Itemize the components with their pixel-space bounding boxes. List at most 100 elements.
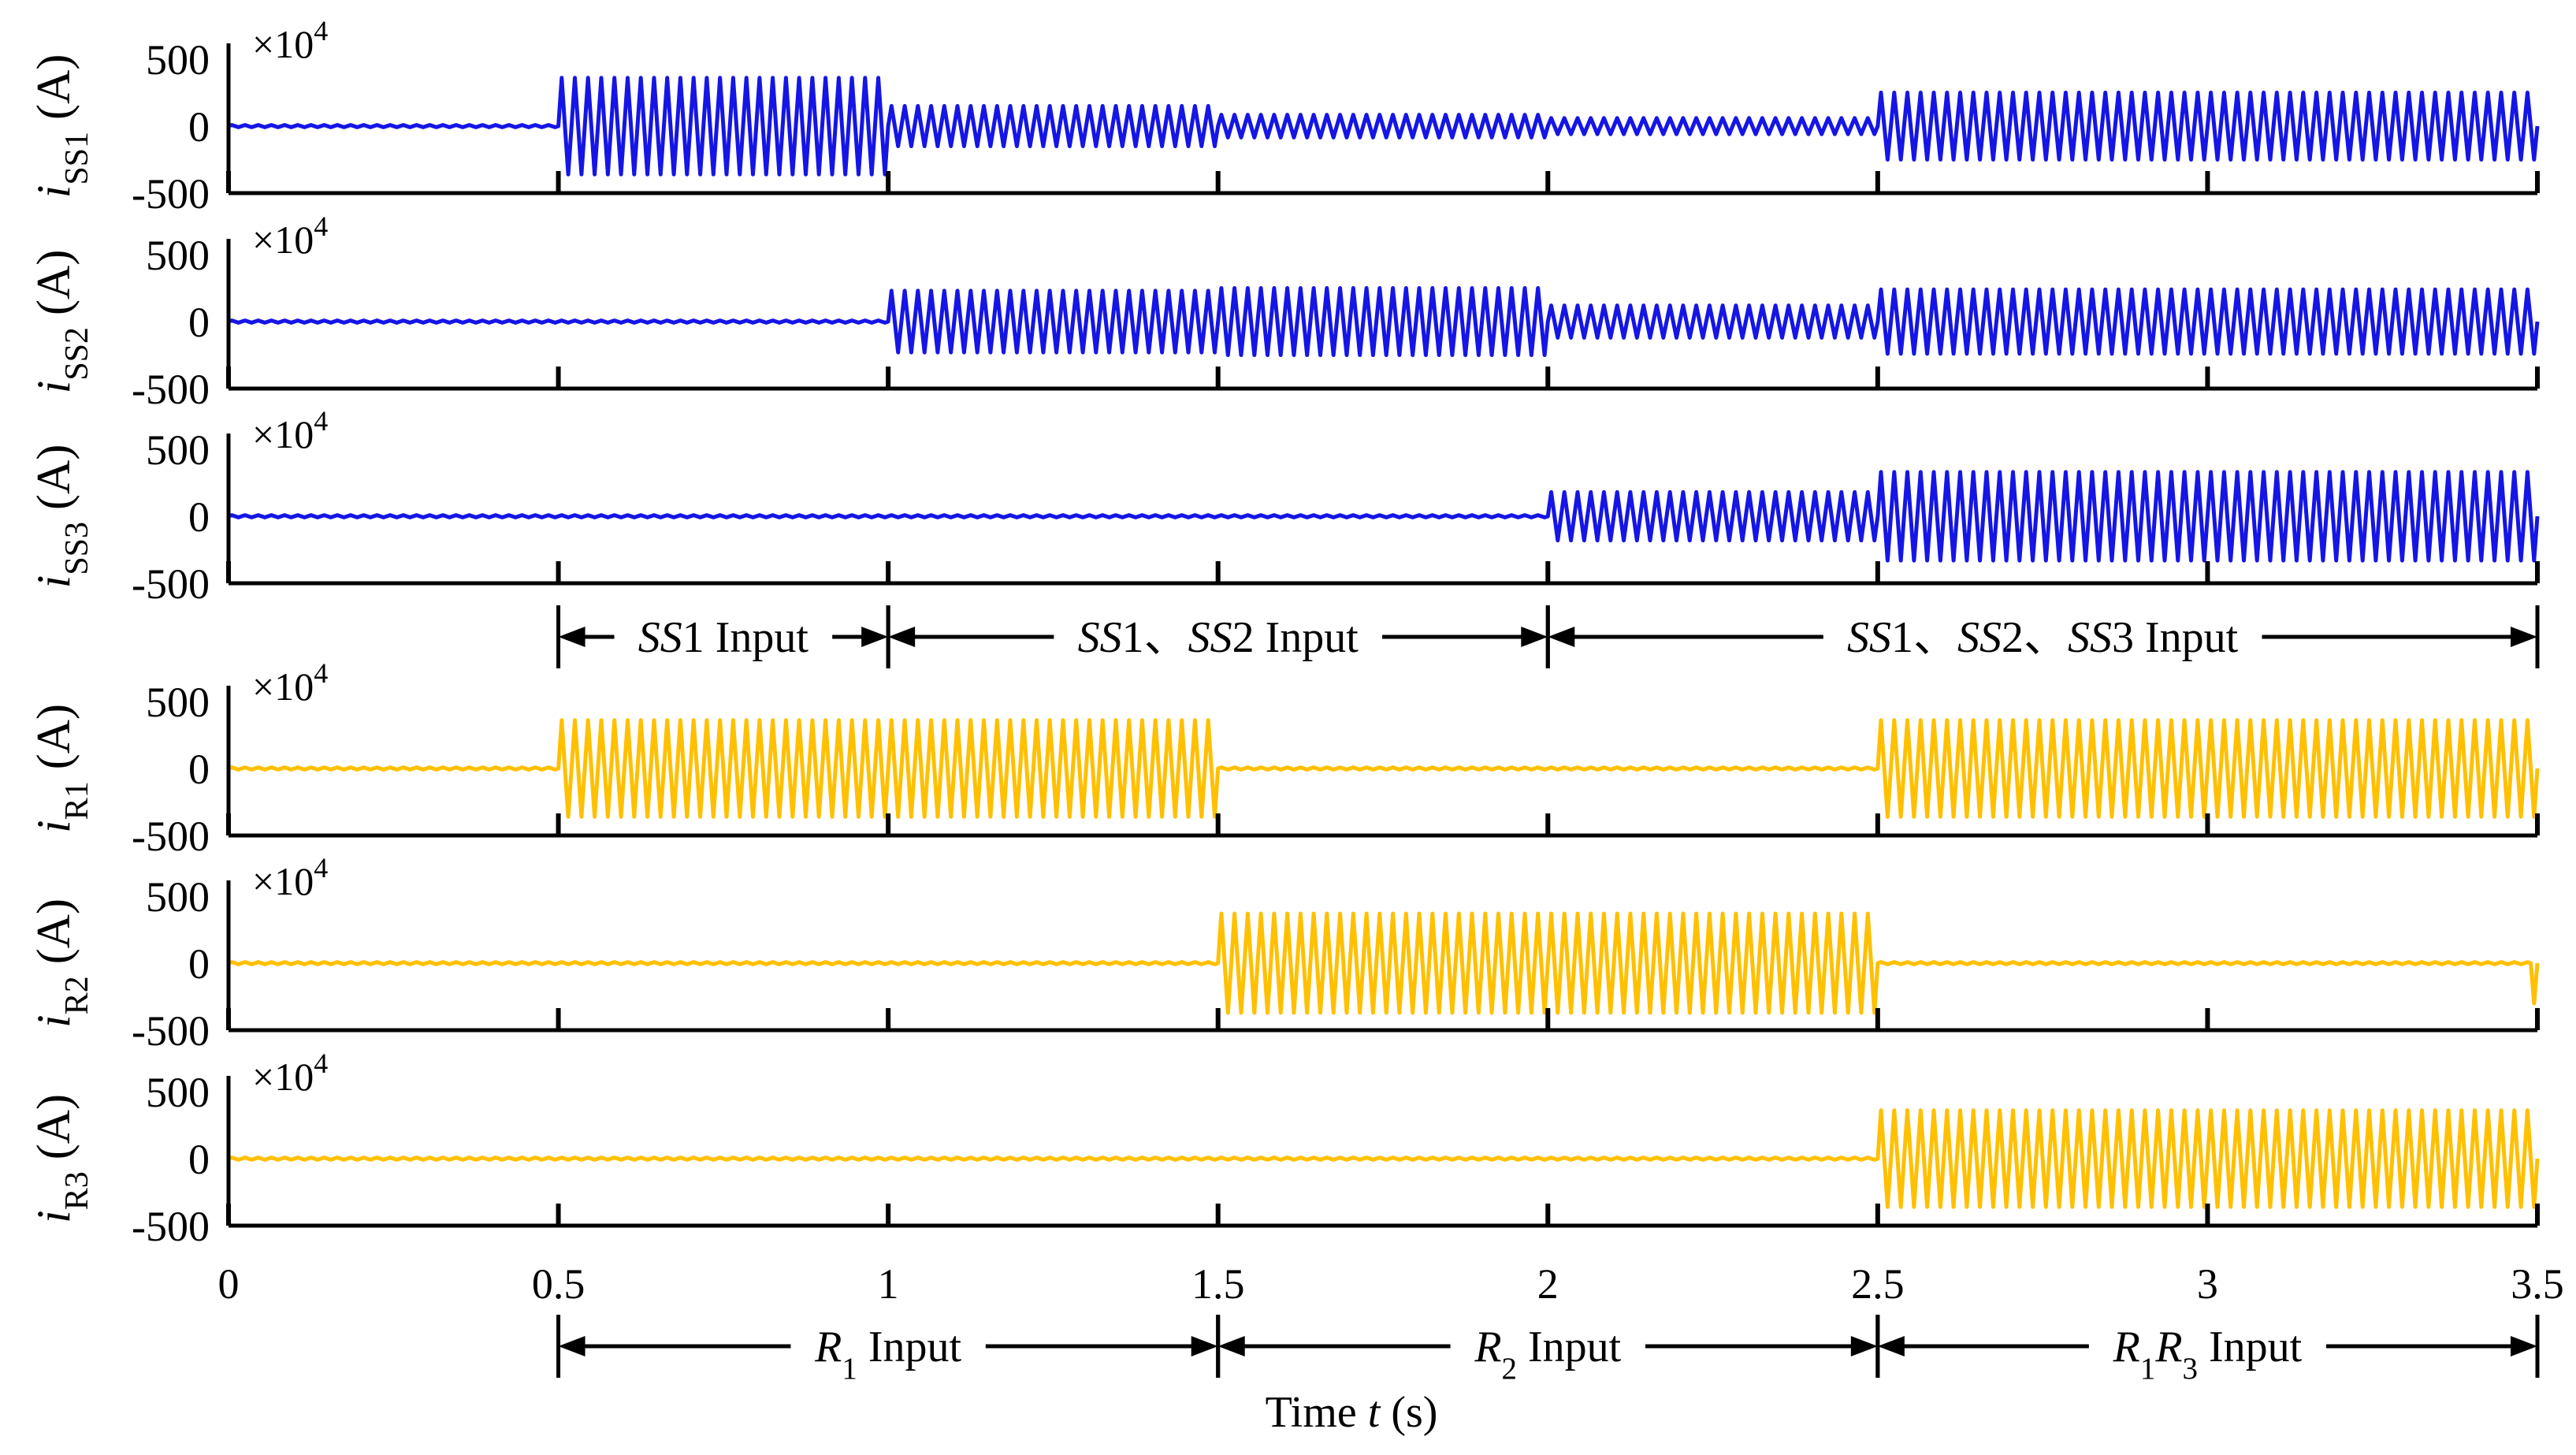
panel-i_SS2: 500 0 -500 ×104 iSS2 (A) — [28, 210, 2540, 413]
annotation-text-run: Input — [857, 1323, 962, 1371]
y-label-sub: R3 — [59, 1171, 95, 1210]
y-label-unit: (A) — [28, 1094, 80, 1171]
arrow-head-left — [558, 1336, 585, 1356]
i_R2-y-label: iR2 (A) — [28, 899, 95, 1028]
x-axis-group: 0 0.5 1 1.5 2 2.5 3 3.5 — [218, 1260, 2564, 1308]
y-label-unit: (A) — [28, 899, 80, 976]
i_SS2-series-line — [228, 286, 2540, 357]
panel-i_R3: 500 0 -500 ×104 iR3 (A) — [28, 1048, 2540, 1250]
annotation-text-run: 1、 — [1891, 613, 1957, 662]
annotation-text-run: SS — [2068, 613, 2112, 662]
x-tick-label: 2.5 — [1851, 1260, 1905, 1308]
exponent-label: ×104 — [252, 852, 328, 903]
y-tick-label: 0 — [188, 1136, 210, 1183]
y-label-sub: R2 — [59, 976, 95, 1014]
annotation-text-run: 1 Input — [682, 613, 809, 662]
y-label-unit: (A) — [28, 54, 80, 132]
ss-interval-1: SS1 Input — [556, 605, 890, 668]
y-tick-label: -500 — [132, 1203, 210, 1250]
annotation-text-run: SS — [1847, 613, 1891, 662]
arrow-head-right — [2511, 1336, 2537, 1356]
i_R1-y-label: iR1 (A) — [28, 704, 95, 833]
arrow-head-left — [1548, 627, 1575, 647]
y-tick-label: -500 — [132, 366, 210, 413]
i_R2-series-line — [228, 911, 2540, 1015]
x-axis-label: Time t (s) — [1266, 1388, 1438, 1437]
y-tick-label: -500 — [132, 1007, 210, 1055]
y-label-var: i — [28, 381, 80, 394]
arrow-head-left — [1877, 1336, 1905, 1356]
y-tick-label: 0 — [188, 746, 210, 793]
y-label-unit: (A) — [28, 704, 80, 781]
arrow-head-left — [558, 627, 585, 647]
interval-label: R1R3 Input — [2113, 1323, 2303, 1386]
annotation-text-run: SS — [1957, 613, 2002, 662]
exponent-power: 4 — [314, 1048, 328, 1079]
r-interval-3: R1R3 Input — [1875, 1315, 2540, 1386]
arrow-head-right — [2511, 627, 2537, 647]
y-label-unit: (A) — [28, 445, 80, 522]
y-label-sub: SS3 — [59, 522, 95, 575]
x-tick-label: 2 — [1537, 1260, 1559, 1308]
annotation-text-run: 2、 — [2002, 613, 2068, 662]
y-label-unit: (A) — [28, 250, 80, 327]
x-label-prefix: Time — [1266, 1388, 1368, 1437]
exponent-power: 4 — [314, 852, 328, 884]
exponent-power: 4 — [314, 210, 328, 242]
exponent-base: ×10 — [252, 859, 314, 903]
y-label-sub: SS1 — [59, 132, 95, 185]
exponent-base: ×10 — [252, 1055, 314, 1099]
annotation-text-run: R — [814, 1323, 842, 1371]
x-label-var: t — [1368, 1388, 1381, 1437]
arrow-head-right — [1521, 627, 1548, 647]
y-tick-label: 500 — [146, 679, 210, 726]
y-label-sub: SS2 — [59, 327, 95, 381]
panel-i_SS3: 500 0 -500 ×104 iSS3 (A) — [28, 405, 2540, 608]
exponent-base: ×10 — [252, 22, 314, 66]
y-tick-label: 500 — [146, 1069, 210, 1116]
x-tick-label: 3 — [2197, 1260, 2218, 1308]
exponent-label: ×104 — [252, 210, 328, 262]
exponent-base: ×10 — [252, 412, 314, 456]
arrow-head-left — [888, 627, 916, 647]
exponent-label: ×104 — [252, 1048, 328, 1099]
i_SS2-y-label: iSS2 (A) — [28, 250, 95, 394]
panel-i_R1: 500 0 -500 ×104 iR1 (A) — [28, 657, 2540, 860]
x-tick-label: 1 — [878, 1260, 899, 1308]
exponent-base: ×10 — [252, 218, 314, 262]
y-label-var: i — [28, 185, 80, 199]
y-tick-label: 0 — [188, 299, 210, 346]
y-tick-label: 500 — [146, 36, 210, 84]
annotation-text-run: R — [2113, 1323, 2140, 1371]
annotation-text-run: R — [2154, 1323, 2182, 1371]
ss-interval-3: SS1、SS2、SS3 Input — [1545, 605, 2540, 668]
exponent-label: ×104 — [252, 15, 328, 66]
y-tick-label: 500 — [146, 873, 210, 921]
i_SS1-series-line — [228, 76, 2540, 177]
y-tick-label: -500 — [132, 813, 210, 860]
y-tick-label: 0 — [188, 493, 210, 541]
exponent-power: 4 — [314, 15, 328, 47]
ss-interval-2: SS1、SS2 Input — [886, 605, 1550, 668]
x-tick-label: 0.5 — [532, 1260, 585, 1308]
panel-i_R2: 500 0 -500 ×104 iR2 (A) — [28, 852, 2540, 1055]
r-interval-2: R2 Input — [1216, 1315, 1880, 1386]
annotation-text-run: 3 Input — [2112, 613, 2239, 662]
y-tick-label: 500 — [146, 426, 210, 474]
x-tick-label: 1.5 — [1191, 1260, 1245, 1308]
annotation-text-run: R — [1474, 1323, 1501, 1371]
arrow-head-right — [1191, 1336, 1218, 1356]
ss-interval-annotations: SS1 Input SS1、SS2 Input SS1、SS2、SS3 Input — [556, 605, 2540, 668]
i_SS3-y-label: iSS3 (A) — [28, 445, 95, 589]
arrow-head-right — [861, 627, 889, 647]
interval-label: R2 Input — [1474, 1323, 1621, 1386]
annotation-text-run: Input — [2198, 1323, 2303, 1371]
exponent-label: ×104 — [252, 405, 328, 456]
y-tick-label: -500 — [132, 170, 210, 218]
interval-label: SS1 Input — [638, 613, 809, 662]
y-label-var: i — [28, 1014, 80, 1028]
interval-label: R1 Input — [814, 1323, 961, 1386]
annotation-text-run: 2 Input — [1232, 613, 1359, 662]
x-label-suffix: (s) — [1380, 1388, 1437, 1437]
